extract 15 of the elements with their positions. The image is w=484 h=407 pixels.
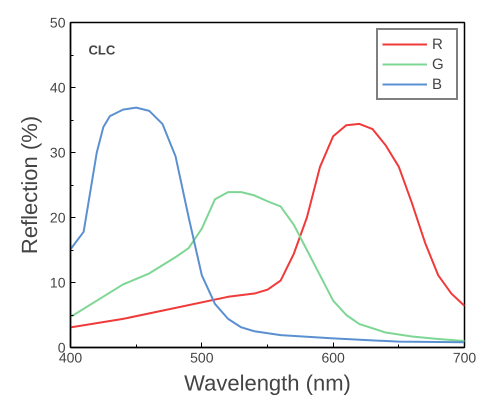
y-tick-label: 50: [50, 14, 66, 30]
y-tick-label: 40: [50, 80, 66, 96]
legend-label: G: [432, 56, 445, 72]
legend-label: B: [432, 76, 444, 92]
y-tick-label: 20: [50, 210, 66, 226]
x-tick-label: 700: [452, 350, 476, 366]
y-tick-label: 30: [50, 144, 66, 160]
x-tick-label: 500: [190, 350, 214, 366]
y-axis-title: Reflection (%): [16, 116, 42, 254]
line-series: [70, 191, 464, 342]
x-axis-title: Wavelength (nm): [184, 370, 351, 396]
annotation: CLC: [88, 42, 116, 58]
legend-label: R: [432, 36, 444, 52]
x-tick-label: 600: [321, 350, 346, 366]
y-tick-label: 10: [50, 274, 66, 290]
